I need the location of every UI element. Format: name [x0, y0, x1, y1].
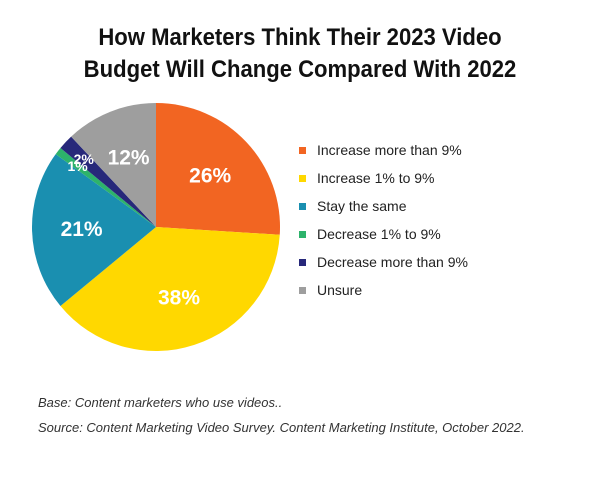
chart-title-line-2: Budget Will Change Compared With 2022	[83, 56, 517, 83]
legend-item-unsure: Unsure	[299, 276, 468, 304]
legend-swatch	[299, 174, 306, 182]
legend-label: Unsure	[317, 282, 363, 298]
pie-slice-increase-1pct-to-9pct	[60, 227, 280, 352]
legend-swatch	[299, 286, 306, 294]
legend-label: Stay the same	[317, 198, 407, 214]
legend-label: Decrease 1% to 9%	[317, 226, 441, 242]
footnote-base: Base: Content marketers who use videos..	[38, 395, 283, 410]
footnote-source: Source: Content Marketing Video Survey. …	[38, 420, 525, 435]
legend-swatch	[299, 230, 306, 238]
legend: Increase more than 9% Increase 1% to 9% St…	[299, 136, 468, 304]
legend-item-decrease-1pct-to-9pct: Decrease 1% to 9%	[299, 220, 468, 248]
legend-label: Decrease more than 9%	[317, 254, 468, 270]
slice-label-decrease-more-than-9pct: 2%	[74, 151, 95, 167]
legend-item-increase-1pct-to-9pct: Increase 1% to 9%	[299, 164, 468, 192]
slice-label-increase-1pct-to-9pct: 38%	[158, 286, 200, 309]
chart-title-line-1: How Marketers Think Their 2023 Video	[98, 24, 502, 51]
slice-label-stay-the-same: 21%	[61, 218, 103, 241]
legend-swatch	[299, 146, 306, 154]
legend-swatch	[299, 202, 306, 210]
slice-label-unsure: 12%	[108, 146, 150, 169]
pie-slice-unsure	[71, 103, 156, 227]
legend-swatch	[299, 258, 306, 266]
footnotes: Base: Content marketers who use videos..…	[38, 390, 525, 440]
slice-label-decrease-1pct-to-9pct: 1%	[67, 158, 88, 174]
legend-item-stay-the-same: Stay the same	[299, 192, 468, 220]
pie-slice-decrease-1pct-to-9pct	[55, 147, 156, 227]
pie-slice-increase-more-than-9pct	[156, 103, 281, 235]
slice-label-increase-more-than-9pct: 26%	[189, 165, 231, 188]
pie-slice-stay-the-same	[31, 154, 156, 307]
legend-label: Increase 1% to 9%	[317, 170, 435, 186]
legend-label: Increase more than 9%	[317, 142, 462, 158]
chart-title: How Marketers Think Their 2023 Video Bud…	[24, 22, 576, 86]
pie-slice-decrease-more-than-9pct	[60, 136, 156, 227]
legend-item-increase-more-than-9pct: Increase more than 9%	[299, 136, 468, 164]
legend-item-decrease-more-than-9pct: Decrease more than 9%	[299, 248, 468, 276]
